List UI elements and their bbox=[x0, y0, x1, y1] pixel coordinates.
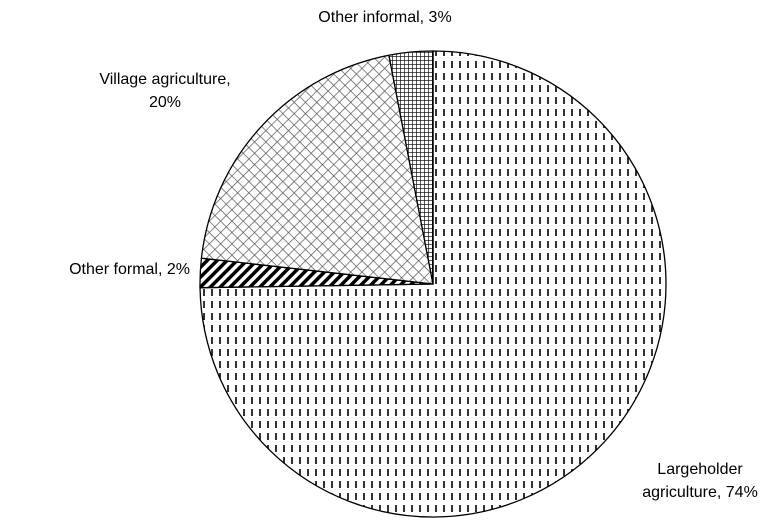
slice-label: agriculture, 74% bbox=[642, 484, 758, 501]
pie-slice bbox=[200, 54, 434, 285]
slice-label: Village agriculture, bbox=[99, 71, 230, 88]
slice-label: Other informal, 3% bbox=[318, 9, 451, 26]
pie-slice bbox=[388, 50, 434, 285]
slice-label: 20% bbox=[149, 94, 181, 111]
slice-label: Other formal, 2% bbox=[69, 261, 190, 278]
slice-label: Largeholder bbox=[657, 461, 743, 478]
